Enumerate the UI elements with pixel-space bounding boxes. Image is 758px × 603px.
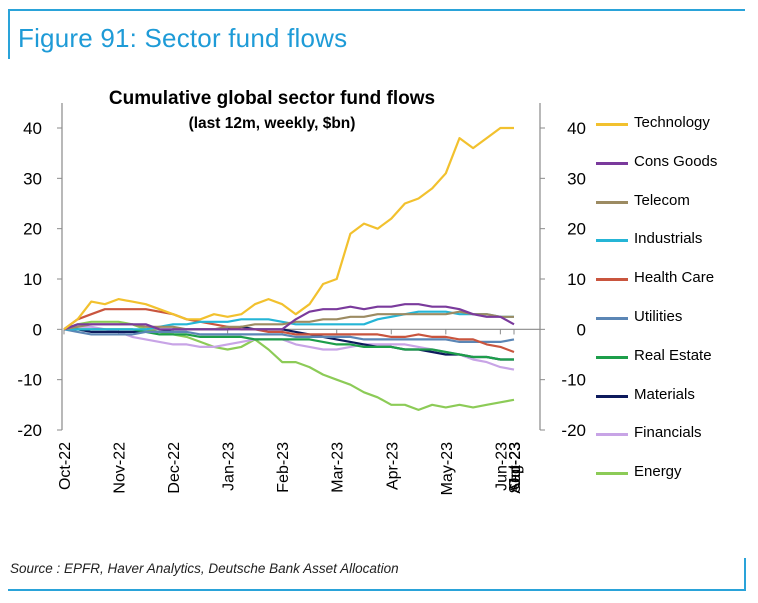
x-tick-label: Feb-23 (275, 442, 292, 493)
x-tick-label: Oct-22 (57, 442, 74, 490)
x-tick-label: Mar-23 (330, 442, 347, 493)
legend-item-industrials: Industrials (596, 230, 756, 250)
chart-subtitle: (last 12m, weekly, $bn) (189, 115, 356, 132)
legend-swatch (596, 355, 628, 359)
y-tick-label-right: 30 (567, 169, 586, 188)
y-tick-label-right: 10 (567, 270, 586, 289)
legend-swatch (596, 433, 628, 437)
legend-swatch (596, 161, 628, 165)
x-tick-label: Jun-23 (493, 442, 510, 491)
y-tick-label-right: 40 (567, 119, 586, 138)
legend-swatch (596, 394, 628, 398)
series-line-technology (63, 126, 514, 331)
x-tick-label: May-23 (439, 442, 456, 495)
x-tick-label: Jul-23 (507, 442, 524, 486)
legend-label: Financials (634, 424, 702, 442)
legend-swatch (596, 278, 628, 282)
series-line-cons-goods (63, 303, 515, 331)
y-tick-label-left: 20 (23, 220, 42, 239)
frame-bottom-rule (8, 589, 746, 591)
series-line-health-care (63, 308, 515, 354)
legend-swatch (596, 123, 628, 126)
legend-item-telecom: Telecom (596, 192, 756, 212)
legend-label: Real Estate (634, 346, 712, 364)
x-tick-label: Nov-22 (112, 442, 129, 494)
legend-item-health-care: Health Care (596, 269, 756, 289)
legend-swatch (596, 200, 628, 204)
y-tick-label-left: 0 (33, 320, 42, 339)
x-tick-label: Aug-23 (507, 442, 524, 494)
y-tick-label-right: -10 (561, 371, 586, 390)
frame-right-rule (744, 558, 746, 591)
legend-swatch (596, 317, 628, 320)
y-tick-label-left: 40 (23, 119, 42, 138)
frame-left-rule (8, 9, 10, 59)
source-note: Source : EPFR, Haver Analytics, Deutsche… (10, 561, 399, 576)
y-tick-label-left: -10 (17, 371, 42, 390)
series-line-energy (63, 320, 515, 411)
y-tick-label-right: 20 (567, 220, 586, 239)
legend-label: Energy (634, 463, 682, 481)
series-line-materials (64, 325, 514, 361)
legend-label: Health Care (634, 269, 715, 287)
legend-label: Utilities (634, 308, 683, 325)
y-tick-label-left: 10 (23, 270, 42, 289)
y-tick-label-right: 0 (577, 320, 586, 339)
series-line-utilities (63, 328, 515, 343)
frame-top-rule (8, 9, 745, 11)
legend-swatch (596, 239, 628, 243)
legend-item-energy: Energy (596, 463, 756, 483)
y-tick-label-right: -20 (561, 421, 586, 440)
legend-label: Materials (634, 385, 695, 403)
chart-title: Cumulative global sector fund flows (109, 88, 435, 109)
x-tick-label: Jan-23 (221, 442, 238, 491)
legend-item-real-estate: Real Estate (596, 347, 756, 367)
legend-item-utilities: Utilities (596, 308, 756, 328)
y-tick-label-left: 30 (23, 169, 42, 188)
legend-label: Technology (634, 114, 710, 131)
legend-label: Industrials (634, 230, 703, 248)
y-tick-label-left: -20 (17, 421, 42, 440)
legend-label: Telecom (634, 191, 690, 209)
series-line-real-estate (64, 328, 514, 361)
legend-swatch (596, 472, 628, 476)
x-tick-label: Oct-23 (507, 442, 524, 490)
legend-item-technology: Technology (596, 114, 756, 134)
legend-item-cons-goods: Cons Goods (596, 153, 756, 173)
x-tick-label: Apr-23 (384, 442, 401, 490)
legend-item-materials: Materials (596, 386, 756, 406)
legend-label: Cons Goods (634, 152, 718, 170)
x-tick-label: Sep-23 (507, 442, 524, 494)
line-chart: Cumulative global sector fund flows (las… (17, 88, 586, 495)
series-line-telecom (63, 310, 514, 331)
legend-item-financials: Financials (596, 424, 756, 444)
x-tick-label: Dec-22 (166, 442, 183, 494)
figure-title: Figure 91: Sector fund flows (18, 23, 348, 53)
